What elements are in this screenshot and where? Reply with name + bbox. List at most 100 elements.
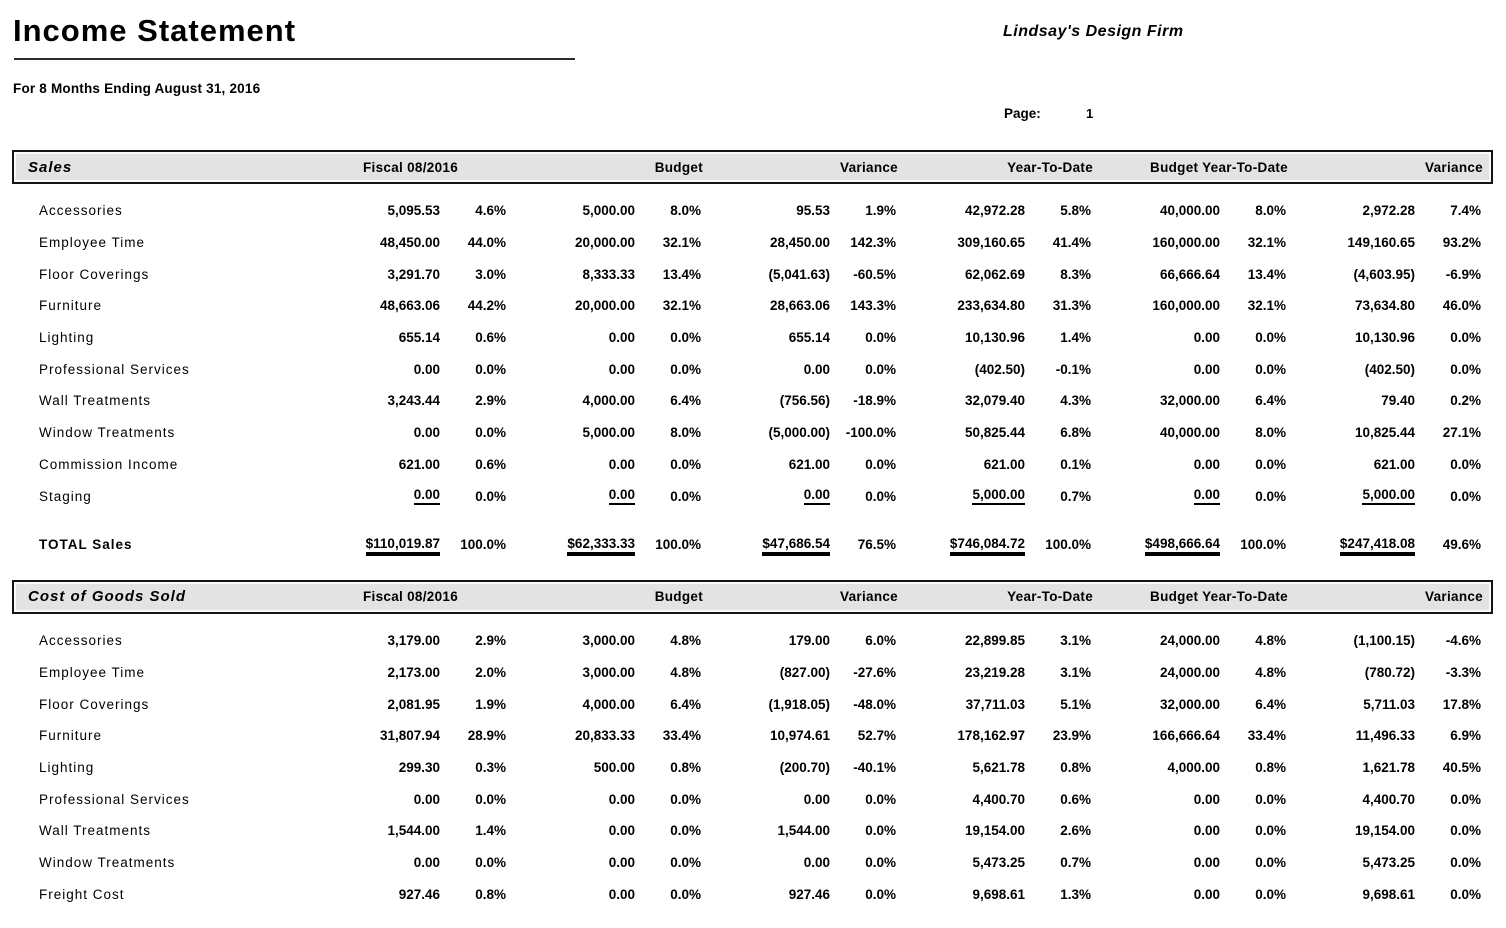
cell-value: 28.9% — [467, 728, 506, 744]
cell-value: 2.9% — [475, 393, 506, 409]
amount-cell: 5,711.03 — [1286, 697, 1415, 712]
percent-cell: 0.0% — [635, 823, 701, 838]
row-label: Freight Cost — [39, 886, 125, 902]
cell-value: 62,062.69 — [964, 266, 1025, 282]
amount-cell: 2,081.95 — [311, 697, 440, 712]
table-row: Employee Time 2,173.00 2.0% 3,000.00 4.8% (82… — [12, 657, 1493, 689]
cell-value: 0.0% — [1255, 361, 1286, 377]
percent-cell: 7.4% — [1415, 203, 1481, 218]
percent-cell: 13.4% — [1220, 267, 1286, 282]
cell-value: 17.8% — [1442, 696, 1481, 712]
amount-cell: (402.50) — [896, 362, 1025, 377]
percent-cell: 0.0% — [830, 489, 896, 504]
cell-value: 22,899.85 — [964, 633, 1025, 649]
amount-cell: 299.30 — [311, 760, 440, 775]
cell-value: 0.00 — [1193, 855, 1220, 871]
amount-cell: 48,450.00 — [311, 235, 440, 250]
amount-cell: (4,603.95) — [1286, 267, 1415, 282]
cell-value: 76.5% — [857, 537, 896, 553]
cell-value: 0.0% — [1255, 456, 1286, 472]
column-header: Budget Year-To-Date — [1150, 159, 1288, 175]
amount-cell: 5,000.00 — [1286, 487, 1415, 506]
cell-value: 42,972.28 — [964, 203, 1025, 219]
cell-value: 3.1% — [1060, 633, 1091, 649]
cell-value: 0.0% — [1255, 855, 1286, 871]
percent-cell: 0.0% — [635, 887, 701, 902]
percent-cell: -0.1% — [1025, 362, 1091, 377]
cell-value: 32.1% — [662, 235, 701, 251]
table-row: Furniture 31,807.94 28.9% 20,833.33 33.4% 10,… — [12, 720, 1493, 752]
cell-value: 5,000.00 — [972, 487, 1025, 506]
cell-value: 28,663.06 — [769, 298, 830, 314]
percent-cell: 40.5% — [1415, 760, 1481, 775]
cell-value: 0.00 — [608, 487, 635, 506]
amount-cell: 160,000.00 — [1091, 235, 1220, 250]
cell-value: 927.46 — [788, 886, 830, 902]
cell-value: -48.0% — [853, 696, 896, 712]
column-header: Variance — [840, 589, 898, 605]
amount-cell: 5,000.00 — [896, 487, 1025, 506]
cell-value: 0.7% — [1060, 488, 1091, 504]
cell-value: (5,000.00) — [768, 425, 830, 441]
cell-value: 4.6% — [475, 203, 506, 219]
percent-cell: 0.7% — [1025, 489, 1091, 504]
percent-cell: 0.0% — [1220, 330, 1286, 345]
percent-cell: 0.8% — [635, 760, 701, 775]
cell-value: 32,000.00 — [1159, 696, 1220, 712]
cell-value: 0.00 — [1193, 823, 1220, 839]
percent-cell: 52.7% — [830, 728, 896, 743]
amount-cell: 0.00 — [701, 487, 830, 506]
amount-cell: $47,686.54 — [701, 536, 830, 554]
cell-value: 0.0% — [670, 361, 701, 377]
total-label: TOTAL Sales — [39, 537, 133, 553]
table-row: Employee Time 48,450.00 44.0% 20,000.00 32.1… — [12, 227, 1493, 259]
cell-value: 0.0% — [670, 330, 701, 346]
amount-cell: 48,663.06 — [311, 298, 440, 313]
cell-value: 3,000.00 — [582, 664, 635, 680]
amount-cell: 4,000.00 — [1091, 760, 1220, 775]
cell-value: 8.0% — [1255, 203, 1286, 219]
cell-value: 6.4% — [1255, 393, 1286, 409]
amount-cell: 0.00 — [311, 362, 440, 377]
percent-cell: 0.6% — [1025, 792, 1091, 807]
amount-cell: 0.00 — [1091, 823, 1220, 838]
amount-cell: 655.14 — [701, 330, 830, 345]
percent-cell: 0.0% — [635, 792, 701, 807]
cell-value: 1,621.78 — [1362, 759, 1415, 775]
cell-value: (756.56) — [779, 393, 830, 409]
cell-value: 33.4% — [662, 728, 701, 744]
amount-cell: 5,000.00 — [506, 203, 635, 218]
table-row: Lighting 655.14 0.6% 0.00 0.0% 655.14 0.0% 10,1… — [12, 322, 1493, 354]
cell-value: 4,400.70 — [1362, 791, 1415, 807]
cell-value: 10,130.96 — [1354, 330, 1415, 346]
percent-cell: 0.0% — [830, 330, 896, 345]
amount-cell: 5,000.00 — [506, 425, 635, 440]
percent-cell: 0.0% — [440, 425, 506, 440]
cell-value: 0.0% — [1450, 456, 1481, 472]
amount-cell: 3,291.70 — [311, 267, 440, 282]
amount-cell: 22,899.85 — [896, 633, 1025, 648]
percent-cell: -40.1% — [830, 760, 896, 775]
amount-cell: 149,160.65 — [1286, 235, 1415, 250]
amount-cell: 5,473.25 — [1286, 855, 1415, 870]
amount-cell: 19,154.00 — [1286, 823, 1415, 838]
amount-cell: 3,179.00 — [311, 633, 440, 648]
percent-cell: 6.0% — [830, 633, 896, 648]
cell-value: 0.8% — [475, 886, 506, 902]
cell-value: 19,154.00 — [1354, 823, 1415, 839]
amount-cell: (200.70) — [701, 760, 830, 775]
cell-value: 19,154.00 — [964, 823, 1025, 839]
cell-value: 32.1% — [1247, 298, 1286, 314]
table-row: Lighting 299.30 0.3% 500.00 0.8% (200.70) -40.… — [12, 752, 1493, 784]
cell-value: 0.00 — [413, 791, 440, 807]
cell-value: 0.8% — [1255, 759, 1286, 775]
cell-value: 6.4% — [670, 696, 701, 712]
cell-value: 0.00 — [413, 487, 440, 506]
amount-cell: 0.00 — [1091, 330, 1220, 345]
amount-cell: (780.72) — [1286, 665, 1415, 680]
cell-value: 0.0% — [1450, 855, 1481, 871]
cell-value: 2,081.95 — [387, 696, 440, 712]
percent-cell: 6.4% — [635, 393, 701, 408]
amount-cell: 10,130.96 — [896, 330, 1025, 345]
cell-value: 32.1% — [662, 298, 701, 314]
